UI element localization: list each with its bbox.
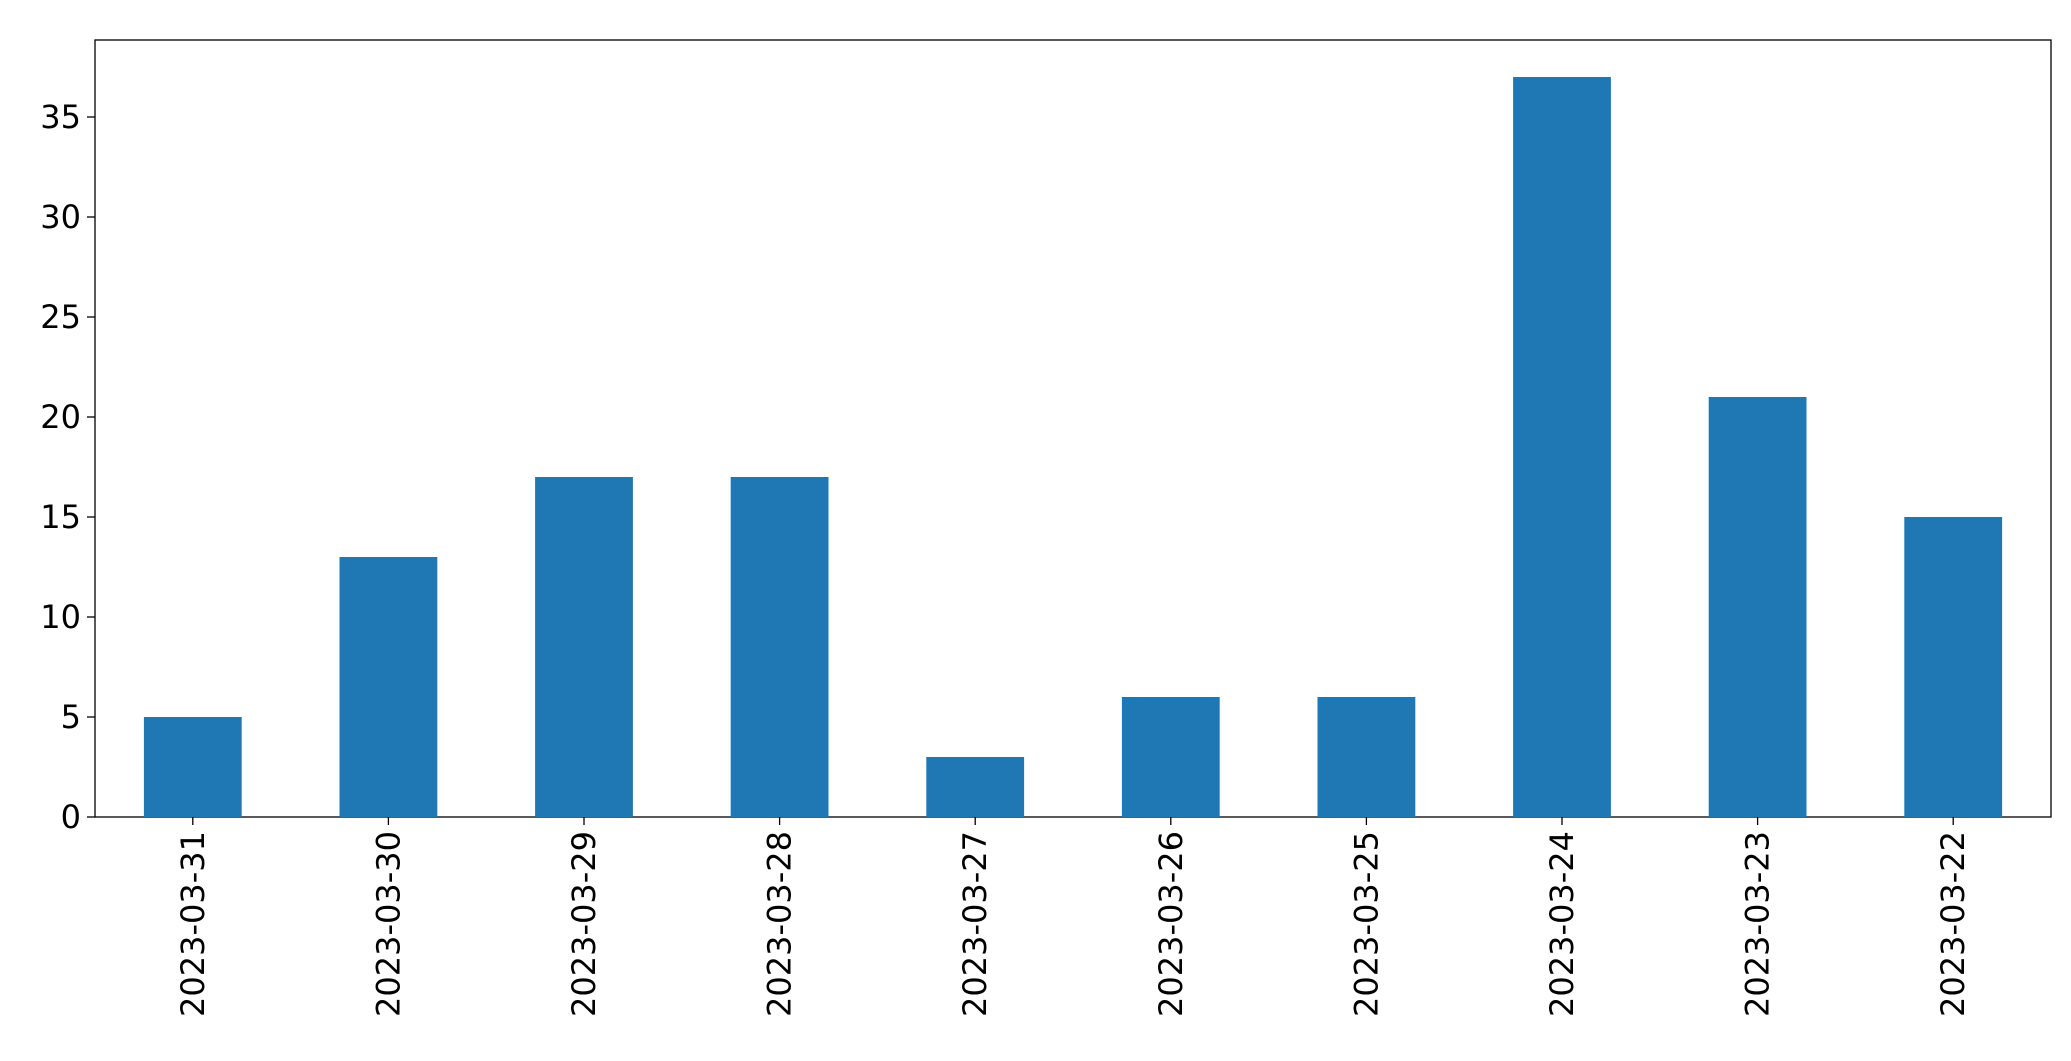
- x-tick-label: 2023-03-29: [565, 831, 603, 1017]
- bar: [926, 757, 1025, 817]
- y-tick-label: 0: [61, 798, 81, 836]
- bar: [730, 477, 829, 817]
- x-tick-label: 2023-03-27: [956, 831, 994, 1017]
- x-tick-label: 2023-03-26: [1152, 831, 1190, 1017]
- x-tick-label: 2023-03-30: [369, 831, 407, 1017]
- plot-frame: [94, 39, 2052, 818]
- bar: [143, 717, 242, 817]
- bar: [1513, 77, 1611, 817]
- y-tick-label: 30: [40, 198, 81, 236]
- bar: [1708, 397, 1807, 817]
- bar: [1317, 697, 1416, 817]
- x-tick-label: 2023-03-23: [1739, 831, 1777, 1017]
- bar: [339, 557, 438, 817]
- y-tick-label: 35: [40, 98, 81, 136]
- bar: [1121, 697, 1220, 817]
- x-tick-label: 2023-03-25: [1347, 831, 1385, 1017]
- x-tick-label: 2023-03-24: [1543, 831, 1581, 1017]
- x-tick-label: 2023-03-28: [761, 831, 799, 1017]
- y-tick-label: 10: [40, 598, 81, 636]
- y-tick-label: 20: [40, 398, 81, 436]
- bar: [535, 477, 633, 817]
- x-tick-label: 2023-03-22: [1934, 831, 1972, 1017]
- y-tick-label: 15: [40, 498, 81, 536]
- bar: [1904, 517, 2003, 817]
- x-tick-label: 2023-03-31: [174, 831, 212, 1017]
- y-tick-label: 25: [40, 298, 81, 336]
- y-tick-label: 5: [61, 698, 81, 736]
